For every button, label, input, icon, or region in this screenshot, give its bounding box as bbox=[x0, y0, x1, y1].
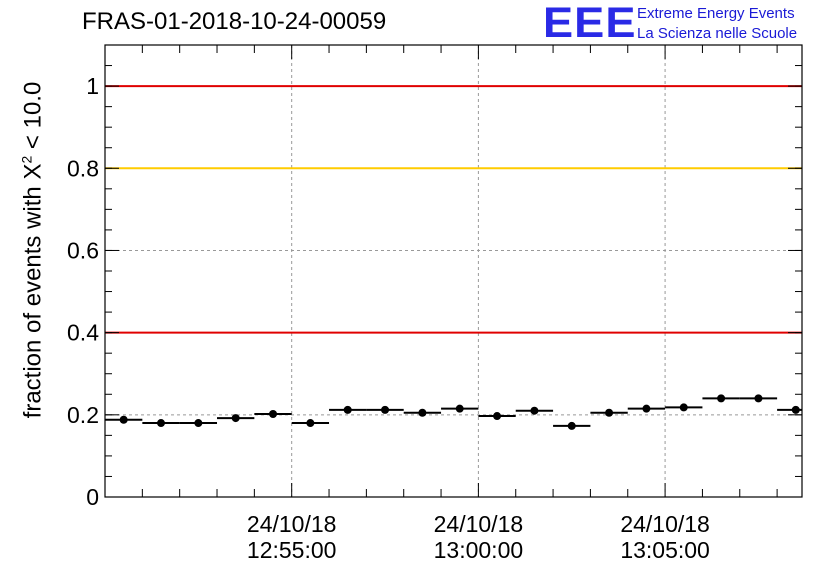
plot-frame bbox=[104, 44, 803, 498]
data-point bbox=[642, 404, 651, 413]
logo-caption: Extreme Energy Events La Scienza nelle S… bbox=[637, 4, 797, 44]
data-point bbox=[717, 394, 726, 403]
x-tick-label-time: 13:00:00 bbox=[434, 537, 524, 563]
x-tick-label-time: 12:55:00 bbox=[247, 537, 337, 563]
x-tick-label-date: 24/10/18 bbox=[247, 511, 337, 537]
y-tick-label: 1 bbox=[86, 73, 99, 99]
y-tick-label: 0 bbox=[86, 484, 99, 510]
data-point bbox=[418, 408, 427, 417]
data-point bbox=[157, 419, 166, 428]
y-tick-label: 0.6 bbox=[67, 237, 99, 263]
data-point bbox=[343, 405, 352, 414]
data-point bbox=[306, 419, 315, 428]
data-point bbox=[194, 419, 203, 428]
data-point bbox=[530, 406, 539, 415]
data-point bbox=[231, 414, 240, 423]
x-tick-label-date: 24/10/18 bbox=[434, 511, 524, 537]
data-point bbox=[791, 405, 800, 414]
y-tick-label: 0.8 bbox=[67, 155, 99, 181]
logo-caption-line1: Extreme Energy Events bbox=[637, 5, 795, 22]
data-point bbox=[493, 412, 502, 421]
x-tick-label-time: 13:05:00 bbox=[620, 537, 710, 563]
data-point bbox=[381, 405, 390, 414]
y-tick-label: 0.2 bbox=[67, 402, 99, 428]
data-point bbox=[754, 394, 763, 403]
data-point bbox=[269, 409, 278, 418]
eee-logo: EEE bbox=[543, 0, 637, 47]
y-tick-label: 0.4 bbox=[67, 320, 99, 346]
data-point bbox=[605, 408, 614, 417]
data-point bbox=[455, 404, 464, 413]
y-axis-label-sup: 2 bbox=[18, 155, 35, 164]
logo-caption-line2: La Scienza nelle Scuole bbox=[637, 25, 798, 42]
y-axis-label-chi: X bbox=[19, 163, 47, 180]
data-point bbox=[567, 421, 576, 430]
data-point bbox=[679, 403, 688, 412]
y-axis-label-prefix: fraction of events with bbox=[19, 179, 47, 419]
data-point bbox=[119, 415, 128, 424]
x-tick-label-date: 24/10/18 bbox=[620, 511, 710, 537]
y-axis-label-suffix: < 10.0 bbox=[19, 81, 47, 156]
chart-title: FRAS-01-2018-10-24-00059 bbox=[82, 8, 387, 35]
